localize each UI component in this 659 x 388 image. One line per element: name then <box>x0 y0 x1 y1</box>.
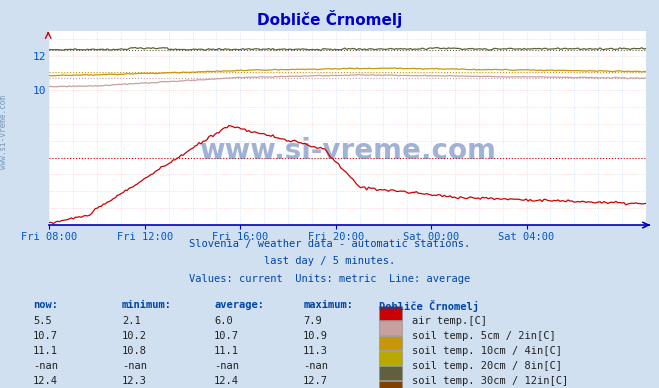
Bar <box>379 381 402 388</box>
Bar <box>379 336 402 350</box>
Text: www.si-vreme.com: www.si-vreme.com <box>0 95 8 169</box>
Text: average:: average: <box>214 300 264 310</box>
Text: Dobliče Črnomelj: Dobliče Črnomelj <box>379 300 479 312</box>
Text: -nan: -nan <box>122 361 147 371</box>
Text: 11.1: 11.1 <box>214 346 239 356</box>
Text: air temp.[C]: air temp.[C] <box>412 316 487 326</box>
Text: Dobliče Črnomelj: Dobliče Črnomelj <box>257 10 402 28</box>
Text: -nan: -nan <box>214 361 239 371</box>
Text: 6.0: 6.0 <box>214 316 233 326</box>
Text: 12.4: 12.4 <box>214 376 239 386</box>
Text: 11.3: 11.3 <box>303 346 328 356</box>
Text: soil temp. 20cm / 8in[C]: soil temp. 20cm / 8in[C] <box>412 361 562 371</box>
Text: 10.7: 10.7 <box>214 331 239 341</box>
Bar <box>379 321 402 335</box>
Bar <box>379 306 402 320</box>
Text: 10.8: 10.8 <box>122 346 147 356</box>
Text: 10.2: 10.2 <box>122 331 147 341</box>
Text: -nan: -nan <box>33 361 58 371</box>
Text: -nan: -nan <box>303 361 328 371</box>
Text: 7.9: 7.9 <box>303 316 322 326</box>
Text: 12.4: 12.4 <box>33 376 58 386</box>
Text: last day / 5 minutes.: last day / 5 minutes. <box>264 256 395 266</box>
Text: minimum:: minimum: <box>122 300 172 310</box>
Text: soil temp. 10cm / 4in[C]: soil temp. 10cm / 4in[C] <box>412 346 562 356</box>
Text: 12.3: 12.3 <box>122 376 147 386</box>
Text: Values: current  Units: metric  Line: average: Values: current Units: metric Line: aver… <box>189 274 470 284</box>
Bar <box>379 365 402 379</box>
Text: soil temp. 30cm / 12in[C]: soil temp. 30cm / 12in[C] <box>412 376 568 386</box>
Text: soil temp. 5cm / 2in[C]: soil temp. 5cm / 2in[C] <box>412 331 556 341</box>
Text: 2.1: 2.1 <box>122 316 140 326</box>
Text: 10.9: 10.9 <box>303 331 328 341</box>
Text: Slovenia / weather data - automatic stations.: Slovenia / weather data - automatic stat… <box>189 239 470 249</box>
Text: 5.5: 5.5 <box>33 316 51 326</box>
Text: www.si-vreme.com: www.si-vreme.com <box>199 137 496 165</box>
Text: 10.7: 10.7 <box>33 331 58 341</box>
Text: now:: now: <box>33 300 58 310</box>
Text: maximum:: maximum: <box>303 300 353 310</box>
Text: 12.7: 12.7 <box>303 376 328 386</box>
Bar <box>379 351 402 365</box>
Text: 11.1: 11.1 <box>33 346 58 356</box>
